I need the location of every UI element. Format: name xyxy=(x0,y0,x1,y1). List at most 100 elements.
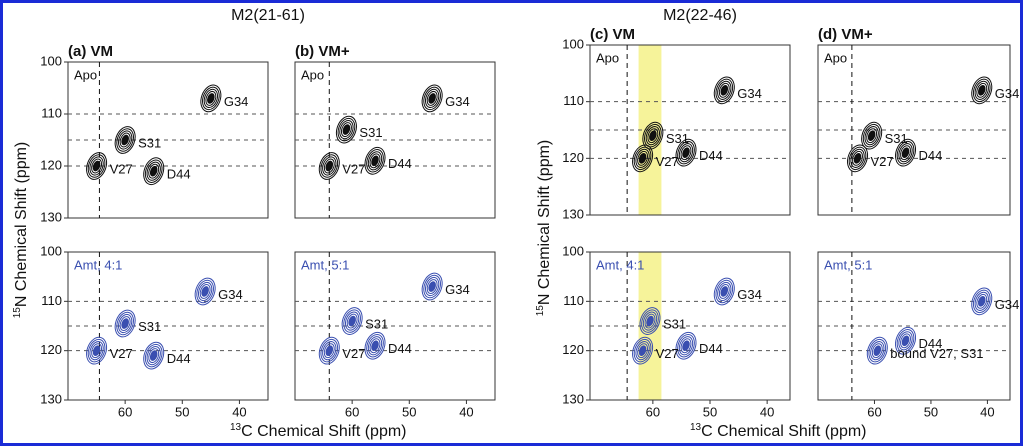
condition-label: Amt, 5:1 xyxy=(824,257,872,272)
peak-contour xyxy=(201,286,209,297)
peak-contour xyxy=(339,120,354,140)
peak-contour xyxy=(717,80,732,100)
peak-contour xyxy=(144,159,163,183)
x-label: C Chemical Shift (ppm) xyxy=(701,423,866,440)
peak-contour xyxy=(867,130,876,141)
peak-contour xyxy=(682,340,690,352)
peak-contour xyxy=(718,284,730,299)
peak-contour xyxy=(117,130,133,150)
x-tick-label: 50 xyxy=(703,404,717,419)
peak-contour xyxy=(632,144,654,173)
peak-contour xyxy=(86,152,108,180)
peak-contour xyxy=(323,343,335,359)
peak-contour xyxy=(900,145,912,161)
peak-label: G34 xyxy=(995,86,1020,101)
peak-label: S31 xyxy=(885,131,908,146)
y-tick-label: 130 xyxy=(40,209,62,224)
x-axis-label: 13C Chemical Shift (ppm) xyxy=(230,422,407,441)
peak-contour xyxy=(639,307,661,335)
peak-contour xyxy=(203,88,219,108)
peak-contour xyxy=(325,160,334,172)
panel-label: (c) VM xyxy=(590,26,635,43)
peak-label: S31 xyxy=(138,319,161,334)
peak-contour xyxy=(646,315,654,327)
peak-contour xyxy=(720,85,729,96)
peak-contour xyxy=(367,336,383,356)
peak-label: S31 xyxy=(359,125,382,140)
peak-contour xyxy=(678,143,694,163)
condition-label: Apo xyxy=(301,67,324,82)
peak-contour xyxy=(86,336,108,365)
peak-contour xyxy=(342,124,351,135)
x-tick-label: 60 xyxy=(646,404,660,419)
peak-contour xyxy=(371,340,379,352)
peak-contour xyxy=(866,128,878,144)
peak-label: G34 xyxy=(445,94,470,109)
peak-contour xyxy=(196,279,214,304)
y-label-sup: 15 xyxy=(12,307,23,319)
peak-contour xyxy=(861,121,883,150)
peak-contour xyxy=(977,85,986,96)
peak-contour xyxy=(642,311,658,331)
x-tick-label: 40 xyxy=(760,404,774,419)
peak-contour xyxy=(117,313,133,334)
y-tick-label: 100 xyxy=(40,53,62,68)
peak-label: G34 xyxy=(445,282,470,297)
peak-contour xyxy=(896,140,915,165)
x-tick-label: 60 xyxy=(345,404,359,419)
peak-label: S31 xyxy=(666,131,689,146)
peak-label: V27 xyxy=(656,154,679,169)
y-tick-label: 110 xyxy=(41,293,62,308)
condition-label: Apo xyxy=(824,50,847,65)
panel-label: (b) VM+ xyxy=(295,43,350,60)
peak-contour xyxy=(868,338,887,363)
peak-contour xyxy=(116,311,134,336)
peak-contour xyxy=(853,153,862,164)
peak-label: D44 xyxy=(167,351,191,366)
peak-contour xyxy=(717,281,732,302)
peak-label: V27 xyxy=(656,346,679,361)
peak-contour xyxy=(364,146,386,175)
peak-contour xyxy=(89,156,104,176)
peak-contour xyxy=(346,313,358,329)
peak-contour xyxy=(114,126,136,154)
peak-label: S31 xyxy=(663,317,686,332)
x-label-sup: 13 xyxy=(230,422,242,433)
peak-contour xyxy=(114,309,136,338)
peak-label: S31 xyxy=(365,317,388,332)
peak-contour xyxy=(426,279,438,294)
peak-contour xyxy=(369,153,381,169)
peak-contour xyxy=(367,151,383,171)
peak-contour xyxy=(428,281,436,292)
peak-contour xyxy=(322,341,337,361)
peak-contour xyxy=(862,123,881,148)
peak-contour xyxy=(421,84,443,113)
peak-contour xyxy=(677,140,695,165)
peak-contour xyxy=(644,313,656,329)
y-label: N Chemical Shift (ppm) xyxy=(13,142,30,307)
x-label-sup: 13 xyxy=(690,422,702,433)
peak-contour xyxy=(197,281,213,302)
peak-contour xyxy=(633,338,652,363)
y-label: N Chemical Shift (ppm) xyxy=(536,140,553,305)
y-tick-label: 130 xyxy=(40,391,62,406)
peak-label: V27 xyxy=(110,346,133,361)
peak-contour xyxy=(92,160,101,172)
peak-contour xyxy=(850,148,865,168)
peak-contour xyxy=(121,134,129,146)
peak-contour xyxy=(207,93,215,104)
peak-label: D44 xyxy=(388,156,412,171)
peak-contour xyxy=(364,331,386,360)
peak-contour xyxy=(649,130,657,141)
peak-label: D44 xyxy=(167,167,191,182)
peak-contour xyxy=(680,338,692,354)
y-tick-label: 100 xyxy=(40,243,62,258)
peak-contour xyxy=(976,82,988,98)
peak-contour xyxy=(87,154,106,178)
peak-contour xyxy=(424,276,440,297)
peak-contour xyxy=(720,286,729,297)
peak-label: D44 xyxy=(919,148,943,163)
peak-contour xyxy=(647,128,659,144)
peak-contour xyxy=(715,78,734,103)
